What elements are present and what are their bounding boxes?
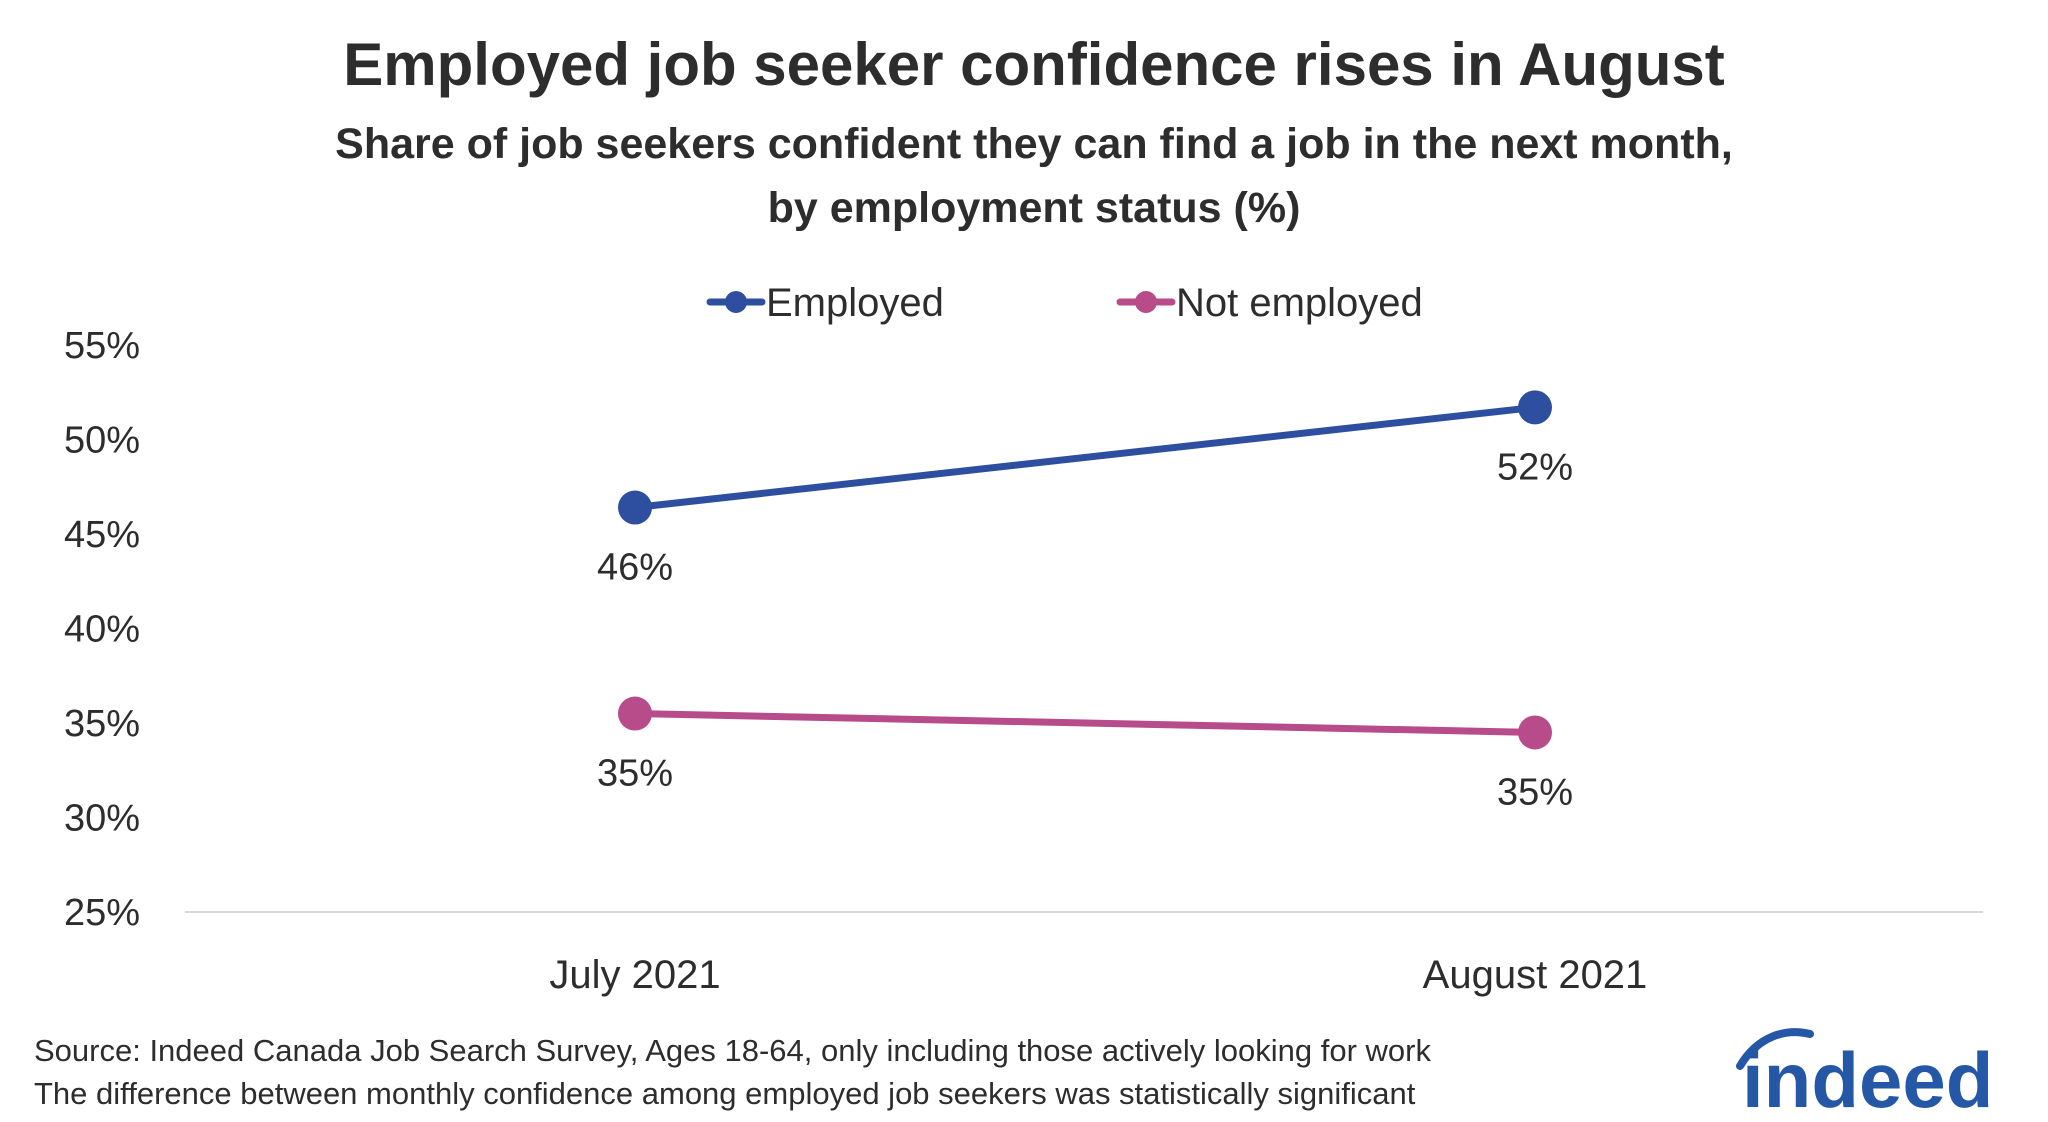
series-line bbox=[631, 403, 1539, 512]
series-not-employed: 35% 35% bbox=[597, 696, 1573, 813]
data-label: 46% bbox=[597, 547, 673, 589]
data-label: 35% bbox=[1497, 771, 1573, 813]
y-tick-label: 55% bbox=[64, 325, 140, 367]
indeed-logo: indeed bbox=[1736, 1028, 1993, 1122]
data-point bbox=[618, 696, 652, 731]
legend: Employed Not employed bbox=[706, 281, 1423, 325]
y-tick-label: 45% bbox=[64, 514, 140, 556]
logo-wordmark: indeed bbox=[1742, 1036, 1993, 1122]
chart-subtitle-line-2: by employment status (%) bbox=[767, 184, 1301, 232]
series-layer: 46% 52% 35% 35% bbox=[597, 390, 1573, 813]
legend-label: Not employed bbox=[1176, 281, 1423, 325]
source-note: Source: Indeed Canada Job Search Survey,… bbox=[34, 1033, 1431, 1068]
legend-swatch-marker bbox=[725, 291, 747, 313]
data-label: 35% bbox=[597, 753, 673, 795]
x-axis: July 2021 August 2021 bbox=[549, 953, 1647, 997]
significance-note: The difference between monthly confidenc… bbox=[34, 1076, 1416, 1111]
data-point bbox=[1518, 390, 1552, 425]
legend-label: Employed bbox=[766, 281, 944, 325]
series-employed: 46% 52% bbox=[597, 390, 1573, 589]
series-line bbox=[631, 710, 1539, 736]
y-tick-label: 30% bbox=[64, 798, 140, 840]
data-point bbox=[1518, 715, 1552, 750]
chart-subtitle-line-1: Share of job seekers confident they can … bbox=[335, 120, 1733, 168]
chart-title: Employed job seeker confidence rises in … bbox=[343, 31, 1725, 98]
y-tick-label: 50% bbox=[64, 420, 140, 462]
x-tick-label: July 2021 bbox=[549, 953, 720, 997]
legend-swatch-marker bbox=[1135, 291, 1157, 313]
chart-subtitle: Share of job seekers confident they can … bbox=[0, 112, 2048, 240]
legend-item: Employed bbox=[706, 281, 944, 325]
logo-swoosh bbox=[1736, 1028, 1814, 1070]
legend-item: Not employed bbox=[1116, 281, 1423, 325]
y-tick-label: 35% bbox=[64, 703, 140, 745]
data-point bbox=[618, 490, 652, 525]
x-tick-label: August 2021 bbox=[1423, 953, 1648, 997]
y-tick-label: 25% bbox=[64, 892, 140, 934]
y-tick-label: 40% bbox=[64, 609, 140, 651]
y-axis: 25% 30% 35% 40% 45% 50% 55% bbox=[64, 325, 140, 934]
data-label: 52% bbox=[1497, 446, 1573, 488]
